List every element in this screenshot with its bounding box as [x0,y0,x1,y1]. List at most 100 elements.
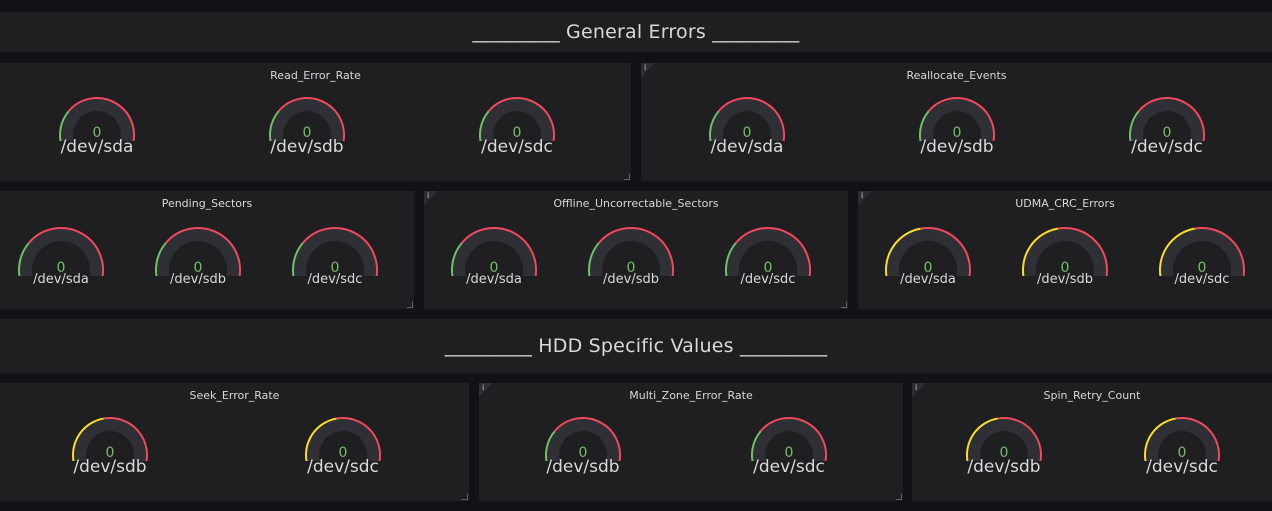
gauge-value: 0 [302,125,312,141]
panel-seek-error-rate[interactable]: Seek_Error_Rate 0/dev/sdb 0/dev/sdc [0,383,469,501]
gauge-track [157,229,239,276]
gauge-label: /dev/sdb [603,272,659,287]
gauge-arc [1144,417,1220,461]
resize-handle[interactable] [407,302,413,308]
row-title: _________ General Errors _________ [472,21,800,43]
info-icon[interactable]: i [641,63,655,77]
gauge-arc [59,97,135,141]
gauge-value: 0 [999,445,1009,461]
info-icon[interactable]: i [858,191,872,205]
gauge-dev-sda: 0/dev/sda [42,93,152,157]
threshold-critical [67,97,135,141]
info-icon[interactable]: i [479,383,493,397]
threshold-critical [165,227,241,276]
threshold-warn [966,417,998,461]
gauge-label: /dev/sdc [481,137,553,157]
gauge-value: 0 [330,260,340,276]
threshold-critical [759,417,827,461]
panel-reallocate-events[interactable]: i Reallocate_Events 0/dev/sda 0/dev/sdb 0/… [641,63,1272,181]
gauge-dev-sdb: 0/dev/sdb [949,413,1059,477]
threshold-critical [920,227,971,276]
gauge-dev-sda: 0/dev/sda [6,223,116,287]
panel-read-error-rate[interactable]: Read_Error_Rate 0/dev/sda 0/dev/sdb 0/dev/… [0,63,631,181]
gauge-track [547,419,619,461]
gauge-dev-sdb: 0/dev/sdb [252,93,362,157]
row-title: _________ HDD Specific Values _________ [444,335,828,357]
gauge-value: 0 [742,125,752,141]
gauge-arc [72,417,148,461]
gauge-label: /dev/sdc [1174,272,1230,287]
gauge-dev-sdc: 0/dev/sdc [734,413,844,477]
threshold-critical [735,227,811,276]
threshold-ok [545,430,556,461]
gauge-track [74,419,146,461]
row-header-general-errors[interactable]: _________ General Errors _________ [0,12,1272,52]
gauge-dev-sdb: 0/dev/sdb [55,413,165,477]
threshold-warn [72,417,104,461]
panel-title[interactable]: Spin_Retry_Count [1043,389,1141,402]
resize-handle[interactable] [462,494,468,500]
resize-handle[interactable] [896,494,902,500]
threshold-ok [709,110,720,141]
panel-title[interactable]: Offline_Uncorrectable_Sectors [553,197,719,210]
panel-title[interactable]: Pending_Sectors [161,197,253,210]
panel-title[interactable]: UDMA_CRC_Errors [1015,197,1115,210]
gauge-arc [305,417,381,461]
threshold-ok [725,242,737,276]
panel-title[interactable]: Multi_Zone_Error_Rate [629,389,753,402]
panel-title[interactable]: Reallocate_Events [906,69,1007,82]
gauge-label: /dev/sdc [307,272,363,287]
gauge-arc [1022,227,1108,276]
gauge-arc [885,227,971,276]
row-header-hdd-specific[interactable]: _________ HDD Specific Values _________ [0,319,1272,373]
threshold-ok [59,110,70,141]
gauge-value: 0 [784,445,794,461]
gauge-value: 0 [1197,260,1207,276]
gauge-arc [588,227,674,276]
gauge-value: 0 [338,445,348,461]
panel-title[interactable]: Read_Error_Rate [270,69,361,82]
panel-spin-retry-count[interactable]: i Spin_Retry_Count 0/dev/sdb 0/dev/sdc [912,383,1272,501]
gauge-dev-sdc: 0/dev/sdc [462,93,572,157]
threshold-ok [269,110,280,141]
gauge-label: /dev/sdc [753,457,825,477]
gauge-track [711,99,783,141]
gauge-value: 0 [56,260,66,276]
gauge-dev-sdb: 0/dev/sdb [576,223,686,287]
resize-handle[interactable] [624,174,630,180]
panel-pending-sectors[interactable]: Pending_Sectors 0/dev/sda 0/dev/sdb 0/dev/… [0,191,414,309]
threshold-critical [927,97,995,141]
gauge-value: 0 [1162,125,1172,141]
gauge-arc [155,227,241,276]
gauge-value: 0 [1060,260,1070,276]
gauge-value: 0 [578,445,588,461]
panel-multi-zone-error-rate[interactable]: i Multi_Zone_Error_Rate 0/dev/sdb 0/dev/s… [479,383,903,501]
panel-offline-uncorrectable-sectors[interactable]: i Offline_Uncorrectable_Sectors 0/dev/sd… [424,191,848,309]
threshold-ok [292,242,304,276]
gauge-arc [545,417,621,461]
threshold-warn [305,417,337,461]
panel-udma-crc-errors[interactable]: i UDMA_CRC_Errors 0/dev/sda 0/dev/sdb 0/de… [858,191,1272,309]
threshold-ok [588,242,600,276]
threshold-critical [1137,97,1205,141]
gauge-dev-sdc: 0/dev/sdc [1112,93,1222,157]
gauge-value: 0 [952,125,962,141]
gauge-dev-sda: 0/dev/sda [439,223,549,287]
gauge-track [294,229,376,276]
gauge-track [1024,229,1106,276]
threshold-critical [1057,227,1108,276]
info-icon[interactable]: i [912,383,926,397]
gauge-label: /dev/sda [710,137,784,157]
gauge-label: /dev/sdb [170,272,226,287]
gauge-track [1146,419,1218,461]
threshold-warn [1022,227,1058,276]
gauge-track [753,419,825,461]
gauge-label: /dev/sdc [740,272,796,287]
threshold-ok [919,110,930,141]
info-icon[interactable]: i [424,191,438,205]
gauge-track [453,229,535,276]
gauge-dev-sdc: 0/dev/sdc [1147,223,1257,287]
panel-title[interactable]: Seek_Error_Rate [189,389,280,402]
resize-handle[interactable] [841,302,847,308]
gauge-arc [479,97,555,141]
